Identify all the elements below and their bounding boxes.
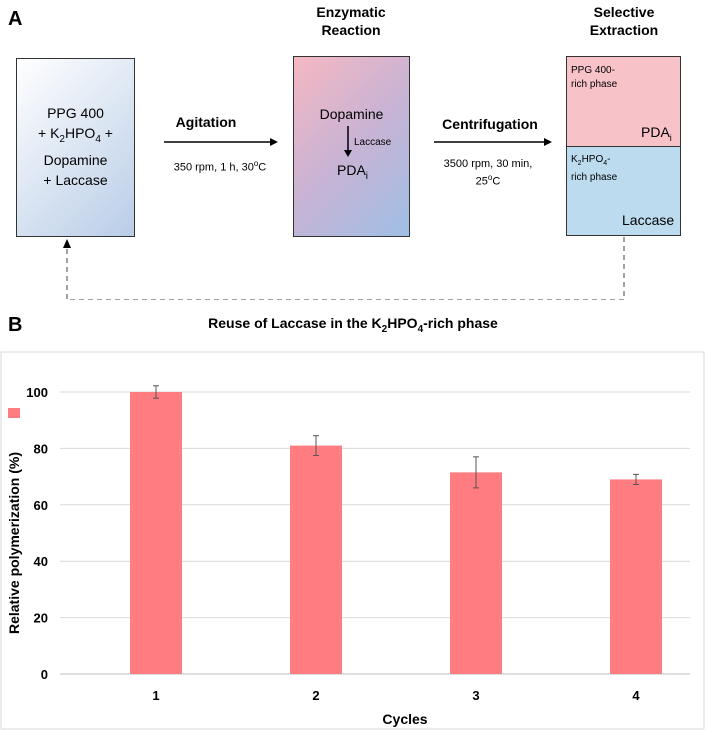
reuse-caption: Reuse of Laccase in the K2HPO4-rich phas…: [208, 315, 498, 335]
header-line-1: Enzymatic: [316, 4, 386, 20]
agitation-label: Agitation: [175, 114, 237, 130]
y-tick-label: 100: [26, 385, 48, 400]
chart-frame: [0, 351, 705, 730]
bar-chart: 0 20 40 60 80 100 1 2 3 4 Relative polymerizatio…: [0, 351, 705, 730]
pda-extracted-label: PDAi: [641, 124, 672, 143]
salt-rich-phase-label: K2HPO4- rich phase: [571, 153, 617, 185]
panel-a-label: A: [8, 8, 23, 30]
centrifugation-arrow: [434, 138, 552, 146]
agitation-arrow: [164, 138, 278, 146]
ppg-rich-phase-box: [566, 56, 681, 147]
y-tick-label: 80: [34, 441, 48, 456]
x-axis-label: Cycles: [382, 711, 427, 727]
y-tick-label: 0: [41, 667, 48, 682]
salt-rich-phase-box: [566, 146, 681, 236]
bar-cycle-3: [450, 472, 502, 674]
error-bar: [153, 385, 159, 399]
bar-cycle-2: [290, 445, 342, 674]
initial-mixture-text: PPG 400 + K2HPO4 + Dopamine + Laccase: [16, 103, 135, 190]
mixture-line-2: + K2HPO4 +: [38, 125, 113, 145]
mixture-line-3: Dopamine: [43, 151, 108, 168]
laccase-catalyst-label: Laccase: [354, 137, 392, 148]
agitation-conditions: 350 rpm, 1 h, 30oC: [173, 159, 267, 174]
mixture-line-4: + Laccase: [43, 171, 108, 188]
bar-cycle-1: [130, 392, 182, 674]
y-tick-label: 40: [34, 554, 48, 569]
legend-swatch: [8, 408, 20, 418]
bottom-phase-line-1: K2HPO4-: [571, 154, 611, 167]
centrifugation-cond-line-1: 3500 rpm, 30 min,: [443, 158, 533, 170]
recycle-loop-arrow: [63, 237, 625, 300]
panel-b-label: B: [8, 314, 23, 336]
top-phase-line-1: PPG 400-: [571, 65, 615, 76]
laccase-phase-label: Laccase: [622, 212, 675, 228]
header-line-2: Extraction: [589, 22, 659, 38]
x-tick-label: 4: [632, 688, 640, 703]
centrifugation-label: Centrifugation: [442, 116, 538, 132]
dopamine-label: Dopamine: [319, 106, 384, 122]
x-tick-label: 3: [472, 688, 479, 703]
header-line-2: Reaction: [321, 22, 381, 38]
reaction-arrow: [344, 126, 352, 157]
initial-mixture-box: [16, 58, 135, 237]
header-line-1: Selective: [593, 4, 655, 20]
pda-product-label: PDAi: [337, 162, 369, 182]
enzymatic-reaction-header: Enzymatic Reaction: [286, 3, 416, 39]
error-bar: [473, 456, 479, 489]
bottom-phase-line-2: rich phase: [571, 172, 618, 183]
y-axis-label: Relative polymerization (%): [6, 452, 22, 634]
y-tick-label: 60: [34, 498, 48, 513]
x-tick-label: 2: [312, 688, 319, 703]
centrifugation-cond-line-2: 25oC: [475, 173, 501, 188]
error-bar: [633, 473, 639, 485]
centrifugation-conditions: 3500 rpm, 30 min, 25oC: [428, 157, 548, 189]
bar-cycle-4: [610, 479, 662, 674]
x-tick-label: 1: [152, 688, 159, 703]
reaction-box: [293, 56, 410, 237]
top-phase-line-2: rich phase: [571, 79, 618, 90]
y-tick-label: 20: [34, 611, 48, 626]
error-bar: [313, 435, 319, 456]
ppg-rich-phase-label: PPG 400- rich phase: [571, 64, 617, 92]
selective-extraction-header: Selective Extraction: [559, 3, 689, 39]
mixture-line-1: PPG 400: [47, 105, 104, 121]
